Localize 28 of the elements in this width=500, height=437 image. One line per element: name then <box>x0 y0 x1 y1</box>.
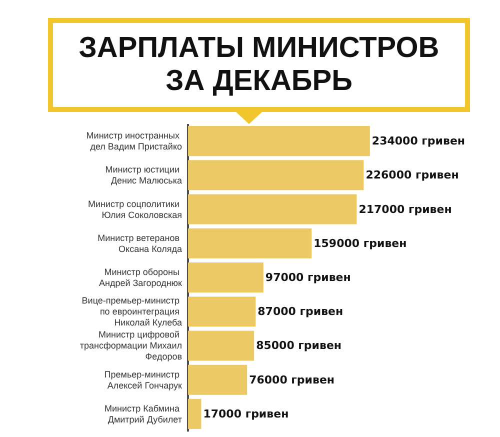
y-tick-label: Министр обороны Андрей Загороднюк <box>98 267 182 288</box>
bar <box>188 364 248 395</box>
y-tick-label: Министр соцполитики Юлия Соколовская <box>88 198 182 220</box>
data-label: 234000 гривен <box>372 134 466 148</box>
bar <box>188 160 364 190</box>
bar <box>188 398 202 429</box>
bar <box>188 228 312 258</box>
bar <box>188 296 256 327</box>
data-label: 226000 гривен <box>366 168 459 182</box>
data-label: 97000 гривен <box>265 271 351 284</box>
bar <box>188 330 254 361</box>
data-label: 159000 гривен <box>314 236 407 250</box>
y-tick-label: Премьер-министр Алексей Гончарук <box>104 369 182 390</box>
data-label: 85000 гривен <box>256 339 342 352</box>
y-tick-label: Министр цифровой трансформации Михаил Федоров <box>80 330 182 362</box>
y-tick-label: Министр ветеранов Оксана Коляда <box>98 232 182 254</box>
bar <box>188 194 357 224</box>
bar <box>188 126 370 156</box>
y-tick-label: Вице-премьер-министр по евроинтеграция Николай Кулеба <box>82 296 182 328</box>
y-tick-label: Министр юстиции Денис Малюська <box>105 164 182 186</box>
y-tick-label: Министр иностранных дел Вадим Пристайко <box>86 130 182 152</box>
data-label: 87000 гривен <box>258 305 344 318</box>
chart-title: ЗАРПЛАТЫ МИНИСТРОВ ЗА ДЕКАБРЬ <box>48 18 470 112</box>
data-label: 76000 гривен <box>249 373 335 386</box>
data-label: 17000 гривен <box>203 407 289 420</box>
bar <box>188 262 264 293</box>
y-tick-label: Министр Кабмина Дмитрий Дубилет <box>104 403 182 424</box>
data-label: 217000 гривен <box>358 202 452 216</box>
